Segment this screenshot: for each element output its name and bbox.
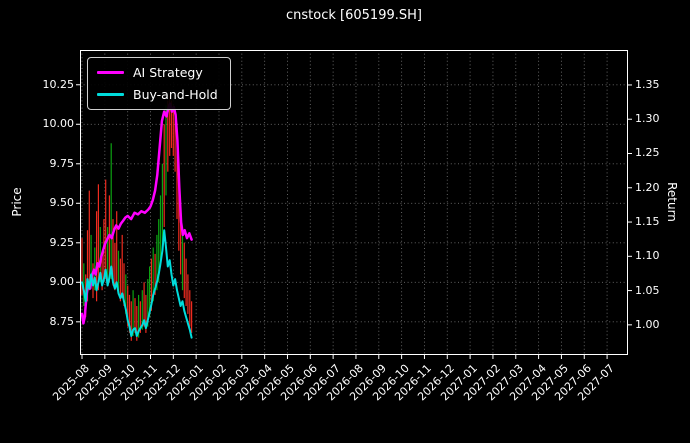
- legend-label-buy-and-hold: Buy-and-Hold: [133, 87, 218, 102]
- legend-label-ai-strategy: AI Strategy: [133, 65, 203, 80]
- legend-item-ai-strategy: AI Strategy: [97, 65, 218, 80]
- legend-item-buy-and-hold: Buy-and-Hold: [97, 87, 218, 102]
- legend: AI Strategy Buy-and-Hold: [87, 57, 231, 110]
- buy-and-hold-line-swatch: [97, 93, 124, 96]
- chart-title: cnstock [605199.SH]: [286, 8, 422, 23]
- ai-strategy-line-swatch: [97, 71, 124, 74]
- figure: cnstock [605199.SH] Price Return 8.75 9.0…: [10, 8, 679, 404]
- plot-area: [76, 50, 632, 359]
